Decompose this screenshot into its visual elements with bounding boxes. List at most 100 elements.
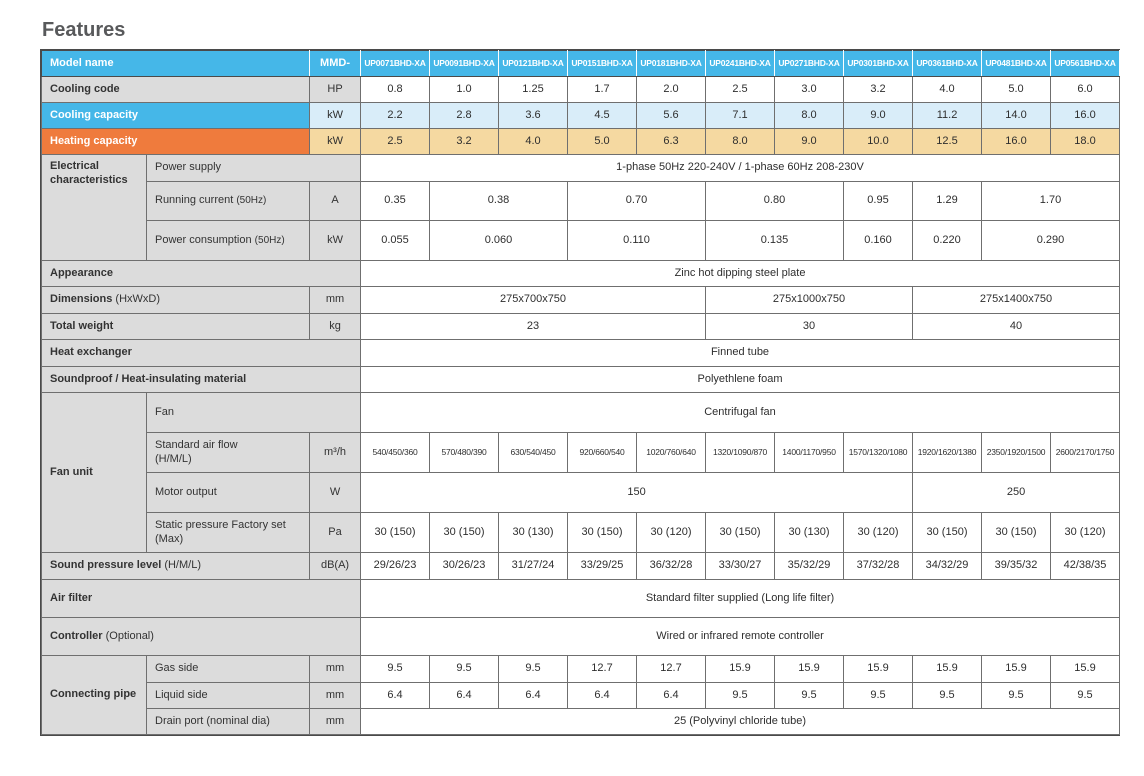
label-text: (HxWxD): [112, 293, 161, 306]
model-column-header: UP0071BHD-XA: [360, 50, 431, 77]
value-cell: 570/480/390: [429, 432, 500, 473]
value-cell: 15.9: [774, 655, 845, 683]
label-text: Sound pressure level: [50, 559, 162, 572]
value-cell: 9.5: [705, 682, 776, 709]
value-cell: 0.060: [429, 220, 569, 261]
value-cell: Polyethlene foam: [360, 366, 1121, 393]
value-cell: 12.7: [567, 655, 638, 683]
value-cell: 15.9: [981, 655, 1052, 683]
value-cell: 18.0: [1050, 128, 1121, 155]
value-cell: 630/540/450: [498, 432, 569, 473]
table-row: Power consumption (50Hz) kW 0.055 0.060 0.11…: [42, 220, 1121, 261]
row-label: Cooling code: [40, 76, 311, 103]
table-row: Soundproof / Heat-insulating material Pol…: [40, 366, 1121, 393]
table-row: Drain port (nominal dia) mm 25 (Polyvinyl …: [42, 708, 1121, 735]
value-cell: 4.0: [498, 128, 569, 155]
table-row: Heat exchanger Finned tube: [40, 339, 1121, 367]
value-cell: 9.0: [774, 128, 845, 155]
row-label: Cooling capacity: [40, 102, 311, 129]
value-cell: 5.0: [981, 76, 1052, 103]
table-row: Cooling capacity kW 2.2 2.8 3.6 4.5 5.6 7.1 8.0 9…: [40, 102, 1121, 129]
value-cell: 9.5: [429, 655, 500, 683]
row-label: Dimensions (HxWxD): [40, 286, 311, 314]
table-row: Controller (Optional) Wired or infrared r…: [40, 617, 1121, 656]
value-cell: 1920/1620/1380: [912, 432, 983, 473]
value-cell: 30 (120): [636, 512, 707, 553]
value-cell: 9.5: [360, 655, 431, 683]
row-label: Air filter: [40, 579, 362, 618]
value-cell: 3.6: [498, 102, 569, 129]
value-cell: 37/32/28: [843, 552, 914, 580]
value-cell: 9.5: [843, 682, 914, 709]
value-cell: 1-phase 50Hz 220-240V / 1-phase 60Hz 208…: [360, 154, 1121, 182]
value-cell: 4.5: [567, 102, 638, 129]
value-cell: 275x1000x750: [705, 286, 914, 314]
row-sublabel: Motor output: [145, 472, 311, 513]
value-cell: 4.0: [912, 76, 983, 103]
value-cell: 33/29/25: [567, 552, 638, 580]
model-column-header: UP0151BHD-XA: [567, 50, 638, 77]
value-cell: 0.220: [912, 220, 983, 261]
value-cell: 30 (150): [705, 512, 776, 553]
value-cell: 920/660/540: [567, 432, 638, 473]
row-label: Controller (Optional): [40, 617, 362, 656]
unit-cell: kW: [309, 102, 362, 129]
value-cell: 0.290: [981, 220, 1121, 261]
row-label: Soundproof / Heat-insulating material: [40, 366, 362, 393]
table-row: Liquid side mm 6.4 6.4 6.4 6.4 6.4 9.5 9.5 9.5 9.5…: [42, 682, 1121, 709]
value-cell: 39/35/32: [981, 552, 1052, 580]
table-row: Static pressure Factory set (Max) Pa 30 (1…: [42, 512, 1121, 553]
value-cell: 23: [360, 313, 707, 340]
model-column-header: UP0091BHD-XA: [429, 50, 500, 77]
value-cell: 42/38/35: [1050, 552, 1121, 580]
value-cell: 30 (150): [429, 512, 500, 553]
value-cell: 9.5: [981, 682, 1052, 709]
spec-table-wrapper: Model name MMD- UP0071BHD-XA UP0091BHD-XA UP…: [40, 49, 1121, 736]
model-prefix-label: MMD-: [309, 50, 362, 77]
value-cell: 5.0: [567, 128, 638, 155]
group-label: Fan unit: [41, 392, 147, 553]
value-cell: 30 (120): [843, 512, 914, 553]
value-cell: 2.0: [636, 76, 707, 103]
value-cell: 30: [705, 313, 914, 340]
unit-cell: mm: [309, 708, 362, 735]
value-cell: 1320/1090/870: [705, 432, 776, 473]
unit-cell: mm: [309, 286, 362, 314]
unit-cell: kW: [309, 128, 362, 155]
value-cell: 15.9: [843, 655, 914, 683]
row-sublabel: Liquid side: [145, 682, 311, 709]
unit-cell: mm: [309, 682, 362, 709]
model-column-header: UP0481BHD-XA: [981, 50, 1052, 77]
value-cell: 6.4: [429, 682, 500, 709]
value-cell: 6.4: [498, 682, 569, 709]
table-row: Fan unit Fan Centrifugal fan: [41, 392, 1121, 553]
table-row: Heating capacity kW 2.5 3.2 4.0 5.0 6.3 8.0 9.0 1…: [40, 128, 1121, 155]
value-cell: 1570/1320/1080: [843, 432, 914, 473]
spec-table: Model name MMD- UP0071BHD-XA UP0091BHD-XA UP…: [40, 50, 1121, 735]
value-cell: 3.2: [843, 76, 914, 103]
value-cell: 3.2: [429, 128, 500, 155]
value-cell: 15.9: [1050, 655, 1121, 683]
table-row: Cooling code HP 0.8 1.0 1.25 1.7 2.0 2.5 3.0 3.2 4…: [40, 76, 1121, 103]
value-cell: 34/32/29: [912, 552, 983, 580]
value-cell: 30 (130): [774, 512, 845, 553]
value-cell: 8.0: [705, 128, 776, 155]
value-cell: 2600/2170/1750: [1050, 432, 1121, 473]
value-cell: 30 (150): [567, 512, 638, 553]
value-cell: 6.4: [636, 682, 707, 709]
value-cell: 275x700x750: [360, 286, 707, 314]
value-cell: 1.70: [981, 181, 1121, 221]
header-row: Model name MMD- UP0071BHD-XA UP0091BHD-XA UP…: [40, 50, 1121, 77]
value-cell: Zinc hot dipping steel plate: [360, 260, 1121, 287]
row-sublabel: Static pressure Factory set (Max): [145, 512, 311, 553]
value-cell: 0.160: [843, 220, 914, 261]
model-name-label: Model name: [40, 50, 311, 77]
unit-cell: Pa: [309, 512, 362, 553]
value-cell: 15.9: [912, 655, 983, 683]
value-cell: 30/26/23: [429, 552, 500, 580]
value-cell: 16.0: [1050, 102, 1121, 129]
unit-cell: kg: [309, 313, 362, 340]
row-sublabel: Fan: [145, 392, 362, 433]
model-column-header: UP0561BHD-XA: [1050, 50, 1121, 77]
model-column-header: UP0361BHD-XA: [912, 50, 983, 77]
